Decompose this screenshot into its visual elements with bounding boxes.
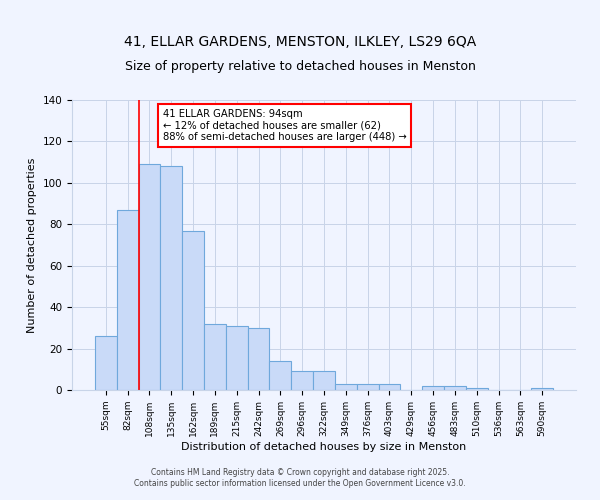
Bar: [95, 336, 117, 390]
Bar: [466, 388, 488, 390]
Bar: [531, 388, 553, 390]
Bar: [182, 230, 204, 390]
Y-axis label: Number of detached properties: Number of detached properties: [27, 158, 37, 332]
Bar: [444, 386, 466, 390]
Bar: [357, 384, 379, 390]
Bar: [269, 361, 291, 390]
Bar: [422, 386, 444, 390]
Bar: [117, 210, 139, 390]
Bar: [204, 324, 226, 390]
Text: 41, ELLAR GARDENS, MENSTON, ILKLEY, LS29 6QA: 41, ELLAR GARDENS, MENSTON, ILKLEY, LS29…: [124, 35, 476, 49]
Bar: [291, 372, 313, 390]
Bar: [379, 384, 400, 390]
Bar: [160, 166, 182, 390]
Text: 41 ELLAR GARDENS: 94sqm
← 12% of detached houses are smaller (62)
88% of semi-de: 41 ELLAR GARDENS: 94sqm ← 12% of detache…: [163, 108, 406, 142]
Bar: [226, 326, 248, 390]
Text: Size of property relative to detached houses in Menston: Size of property relative to detached ho…: [125, 60, 475, 73]
Bar: [139, 164, 160, 390]
Bar: [248, 328, 269, 390]
Bar: [313, 372, 335, 390]
X-axis label: Distribution of detached houses by size in Menston: Distribution of detached houses by size …: [181, 442, 467, 452]
Text: Contains HM Land Registry data © Crown copyright and database right 2025.
Contai: Contains HM Land Registry data © Crown c…: [134, 468, 466, 487]
Bar: [335, 384, 357, 390]
